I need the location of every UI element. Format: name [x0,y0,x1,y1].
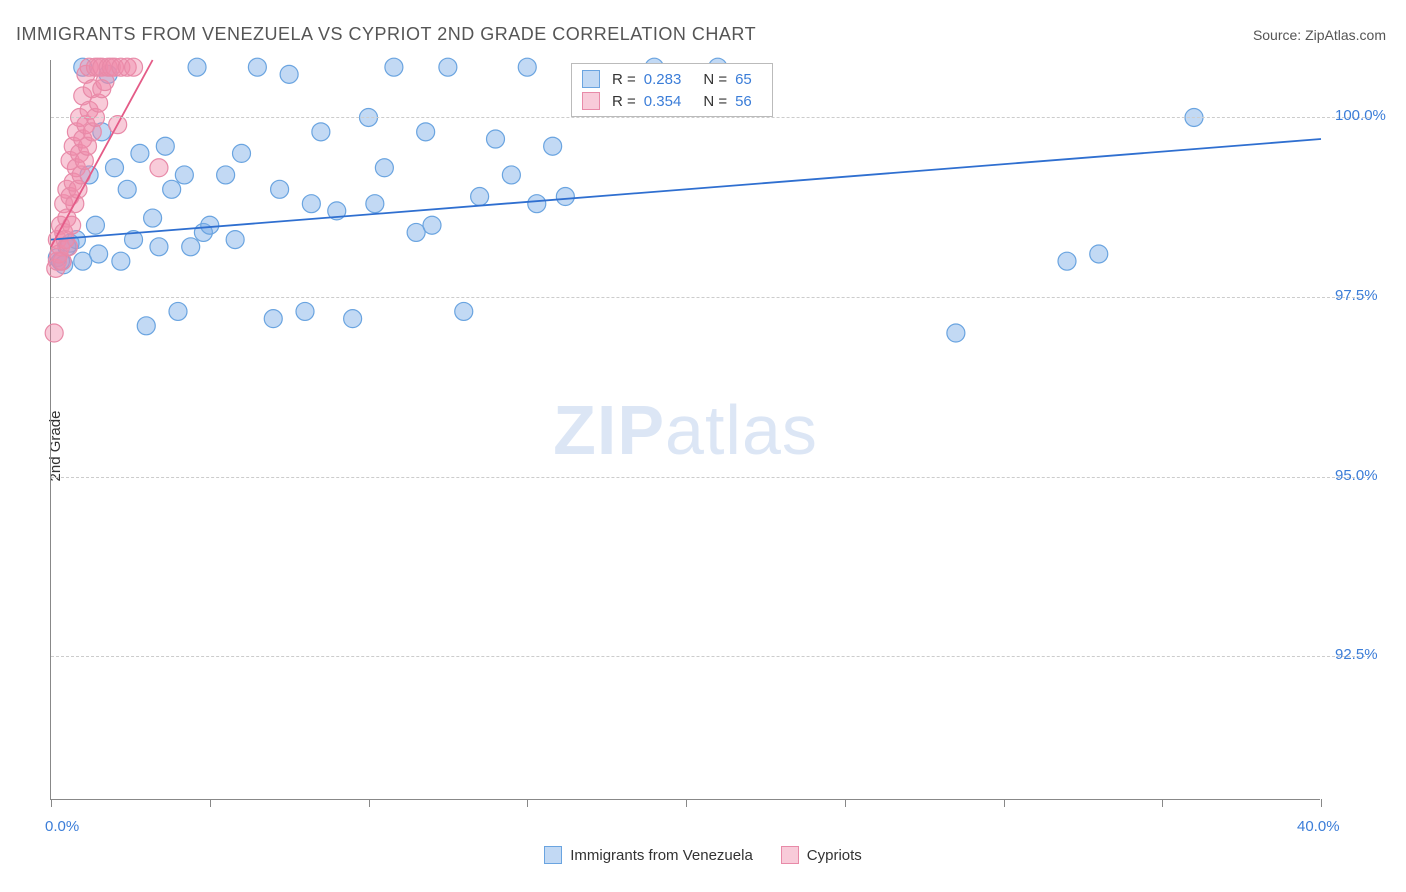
data-point [423,216,441,234]
data-point [556,188,574,206]
data-point [182,238,200,256]
data-point [144,209,162,227]
data-point [150,238,168,256]
data-point [233,144,251,162]
x-tick [51,799,52,807]
data-point [439,58,457,76]
data-point [544,137,562,155]
gridline [51,477,1370,478]
x-tick [1004,799,1005,807]
data-point [188,58,206,76]
n-label: N = [703,71,727,88]
data-point [528,195,546,213]
data-point [366,195,384,213]
stats-legend: R = 0.283 N = 65 R = 0.354 N = 56 [571,63,773,117]
y-tick-label: 92.5% [1335,646,1378,663]
data-point [487,130,505,148]
y-tick-label: 97.5% [1335,287,1378,304]
data-point [163,180,181,198]
n-value-1: 65 [735,71,752,88]
source-label: Source: ZipAtlas.com [1253,27,1386,43]
r-label: R = [612,71,636,88]
data-point [280,65,298,83]
x-tick-label: 40.0% [1297,818,1340,835]
data-point [106,159,124,177]
swatch-series2 [582,92,600,110]
data-point [45,324,63,342]
x-tick [1162,799,1163,807]
data-point [175,166,193,184]
data-point [296,302,314,320]
data-point [375,159,393,177]
x-tick [369,799,370,807]
data-point [112,252,130,270]
y-tick-label: 100.0% [1335,107,1386,124]
data-point [385,58,403,76]
x-tick [527,799,528,807]
data-point [471,188,489,206]
data-point [169,302,187,320]
data-point [1090,245,1108,263]
data-point [271,180,289,198]
data-point [248,58,266,76]
r-label: R = [612,93,636,110]
swatch-series2-bottom [781,846,799,864]
bottom-legend: Immigrants from Venezuela Cypriots [0,846,1406,864]
data-point [90,245,108,263]
n-label: N = [703,93,727,110]
data-point [156,137,174,155]
data-point [312,123,330,141]
data-point [344,310,362,328]
r-value-2: 0.354 [644,93,682,110]
data-point [226,231,244,249]
data-point [1058,252,1076,270]
data-point [947,324,965,342]
plot-area: ZIPatlas R = 0.283 N = 65 R = 0.354 N = … [50,60,1320,800]
gridline [51,117,1370,118]
data-point [455,302,473,320]
data-point [74,252,92,270]
data-point [302,195,320,213]
x-tick [686,799,687,807]
legend-label-1: Immigrants from Venezuela [570,847,753,864]
gridline [51,656,1370,657]
data-point [201,216,219,234]
swatch-series1 [582,70,600,88]
legend-label-2: Cypriots [807,847,862,864]
data-point [137,317,155,335]
swatch-series1-bottom [544,846,562,864]
data-point [502,166,520,184]
gridline [51,297,1370,298]
data-point [86,216,104,234]
x-tick [1321,799,1322,807]
data-point [417,123,435,141]
data-point [131,144,149,162]
data-point [59,238,77,256]
data-point [217,166,235,184]
data-point [118,180,136,198]
data-point [264,310,282,328]
data-point [407,223,425,241]
x-tick-label: 0.0% [45,818,79,835]
x-tick [210,799,211,807]
y-tick-label: 95.0% [1335,467,1378,484]
data-point [150,159,168,177]
data-point [125,58,143,76]
n-value-2: 56 [735,93,752,110]
data-point [518,58,536,76]
chart-svg [51,60,1320,799]
r-value-1: 0.283 [644,71,682,88]
chart-title: IMMIGRANTS FROM VENEZUELA VS CYPRIOT 2ND… [16,24,756,45]
x-tick [845,799,846,807]
